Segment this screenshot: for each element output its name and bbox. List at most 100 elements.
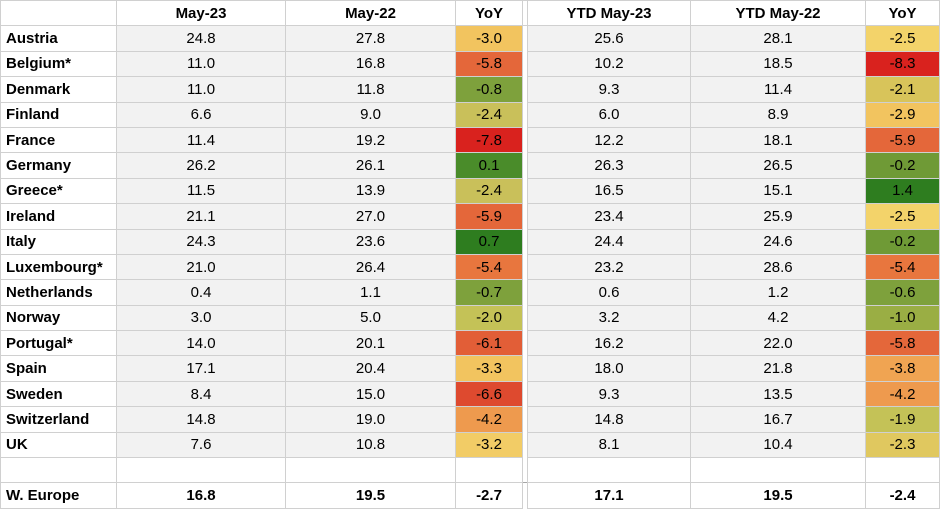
ytd-yoy-cell: -3.8 xyxy=(865,355,940,382)
may22-cell: 15.0 xyxy=(285,380,456,408)
total-may23: 16.8 xyxy=(116,482,286,509)
ytd-yoy-cell: -5.8 xyxy=(865,330,940,357)
total-ytd-yoy: -2.4 xyxy=(865,482,940,509)
may23-cell: 21.0 xyxy=(116,253,286,281)
ytd-yoy-cell: -2.3 xyxy=(865,431,940,459)
yoy-cell: -3.2 xyxy=(455,431,523,459)
may23-cell: 17.1 xyxy=(116,355,286,382)
ytd-yoy-cell: -4.2 xyxy=(865,380,940,408)
may23-cell: 7.6 xyxy=(116,431,286,459)
blank-cell xyxy=(0,457,117,484)
ytd22-cell: 16.7 xyxy=(690,406,866,433)
ytd23-cell: 24.4 xyxy=(527,228,691,255)
ytd23-cell: 9.3 xyxy=(527,76,691,103)
table-row: France 11.4 19.2 -7.8 12.2 18.1 -5.9 xyxy=(0,126,940,154)
ytd-yoy-cell: -2.5 xyxy=(865,203,940,230)
may23-cell: 24.3 xyxy=(116,228,286,255)
blank-row xyxy=(0,457,940,484)
country-cell: Germany xyxy=(0,152,117,179)
country-cell: Spain xyxy=(0,355,117,382)
country-cell: Norway xyxy=(0,304,117,332)
total-may22: 19.5 xyxy=(285,482,456,509)
table-row: Finland 6.6 9.0 -2.4 6.0 8.9 -2.9 xyxy=(0,101,940,128)
table-row: Switzerland 14.8 19.0 -4.2 14.8 16.7 -1.9 xyxy=(0,406,940,433)
ytd22-cell: 28.1 xyxy=(690,25,866,52)
may22-cell: 5.0 xyxy=(285,304,456,332)
blank-cell xyxy=(116,457,286,484)
may23-cell: 24.8 xyxy=(116,25,286,52)
may22-cell: 27.8 xyxy=(285,25,456,52)
ytd23-cell: 10.2 xyxy=(527,50,691,78)
may22-cell: 20.1 xyxy=(285,330,456,357)
ytd22-cell: 4.2 xyxy=(690,304,866,332)
may22-cell: 10.8 xyxy=(285,431,456,459)
blank-cell xyxy=(865,457,940,484)
yoy-cell: -6.1 xyxy=(455,330,523,357)
yoy-cell: -3.0 xyxy=(455,25,523,52)
yoy-cell: -5.4 xyxy=(455,253,523,281)
yoy-cell: -3.3 xyxy=(455,355,523,382)
ytd-yoy-cell: -1.9 xyxy=(865,406,940,433)
yoy-cell: -5.9 xyxy=(455,203,523,230)
may23-header: May-23 xyxy=(116,0,286,27)
ytd23-cell: 3.2 xyxy=(527,304,691,332)
yoy-cell: -4.2 xyxy=(455,406,523,433)
country-cell: Italy xyxy=(0,228,117,255)
table-row: Ireland 21.1 27.0 -5.9 23.4 25.9 -2.5 xyxy=(0,203,940,230)
yoy-cell: -6.6 xyxy=(455,380,523,408)
total-ytd23: 17.1 xyxy=(527,482,691,509)
ytd23-cell: 26.3 xyxy=(527,152,691,179)
table-row: Germany 26.2 26.1 0.1 26.3 26.5 -0.2 xyxy=(0,152,940,179)
country-cell: Denmark xyxy=(0,76,117,103)
table-row: Italy 24.3 23.6 0.7 24.4 24.6 -0.2 xyxy=(0,228,940,255)
ytd22-cell: 15.1 xyxy=(690,177,866,205)
ytd22-cell: 24.6 xyxy=(690,228,866,255)
ytd23-cell: 23.4 xyxy=(527,203,691,230)
ytd22-cell: 26.5 xyxy=(690,152,866,179)
yoy-cell: -2.0 xyxy=(455,304,523,332)
ytd22-header: YTD May-22 xyxy=(690,0,866,27)
may22-cell: 26.4 xyxy=(285,253,456,281)
may22-cell: 1.1 xyxy=(285,279,456,306)
yoy-cell: -7.8 xyxy=(455,126,523,154)
ytd-yoy-cell: 1.4 xyxy=(865,177,940,205)
table-row: Luxembourg* 21.0 26.4 -5.4 23.2 28.6 -5.4 xyxy=(0,253,940,281)
blank-cell xyxy=(285,457,456,484)
ytd-yoy-cell: -2.9 xyxy=(865,101,940,128)
country-cell: Netherlands xyxy=(0,279,117,306)
ytd23-cell: 8.1 xyxy=(527,431,691,459)
may23-cell: 21.1 xyxy=(116,203,286,230)
may22-cell: 20.4 xyxy=(285,355,456,382)
ytd23-cell: 0.6 xyxy=(527,279,691,306)
table-row: Greece* 11.5 13.9 -2.4 16.5 15.1 1.4 xyxy=(0,177,940,205)
may23-cell: 0.4 xyxy=(116,279,286,306)
ytd23-cell: 23.2 xyxy=(527,253,691,281)
may22-cell: 16.8 xyxy=(285,50,456,78)
may22-cell: 26.1 xyxy=(285,152,456,179)
ytd22-cell: 11.4 xyxy=(690,76,866,103)
may23-cell: 11.0 xyxy=(116,50,286,78)
ytd23-cell: 18.0 xyxy=(527,355,691,382)
may22-cell: 19.0 xyxy=(285,406,456,433)
country-cell: Portugal* xyxy=(0,330,117,357)
ytd22-cell: 1.2 xyxy=(690,279,866,306)
may22-cell: 9.0 xyxy=(285,101,456,128)
table-row: Norway 3.0 5.0 -2.0 3.2 4.2 -1.0 xyxy=(0,304,940,332)
ytd22-cell: 13.5 xyxy=(690,380,866,408)
ytd-yoy-cell: -5.9 xyxy=(865,126,940,154)
ytd23-cell: 25.6 xyxy=(527,25,691,52)
may23-cell: 11.0 xyxy=(116,76,286,103)
ytd22-cell: 10.4 xyxy=(690,431,866,459)
ytd-yoy-cell: -2.1 xyxy=(865,76,940,103)
may22-header: May-22 xyxy=(285,0,456,27)
ytd22-cell: 22.0 xyxy=(690,330,866,357)
ytd23-cell: 16.5 xyxy=(527,177,691,205)
yoy-cell: 0.7 xyxy=(455,228,523,255)
country-cell: Sweden xyxy=(0,380,117,408)
table-row: Portugal* 14.0 20.1 -6.1 16.2 22.0 -5.8 xyxy=(0,330,940,357)
may23-cell: 14.8 xyxy=(116,406,286,433)
total-label: W. Europe xyxy=(0,482,117,509)
yoy-cell: -0.7 xyxy=(455,279,523,306)
ytd-yoy-cell: -1.0 xyxy=(865,304,940,332)
